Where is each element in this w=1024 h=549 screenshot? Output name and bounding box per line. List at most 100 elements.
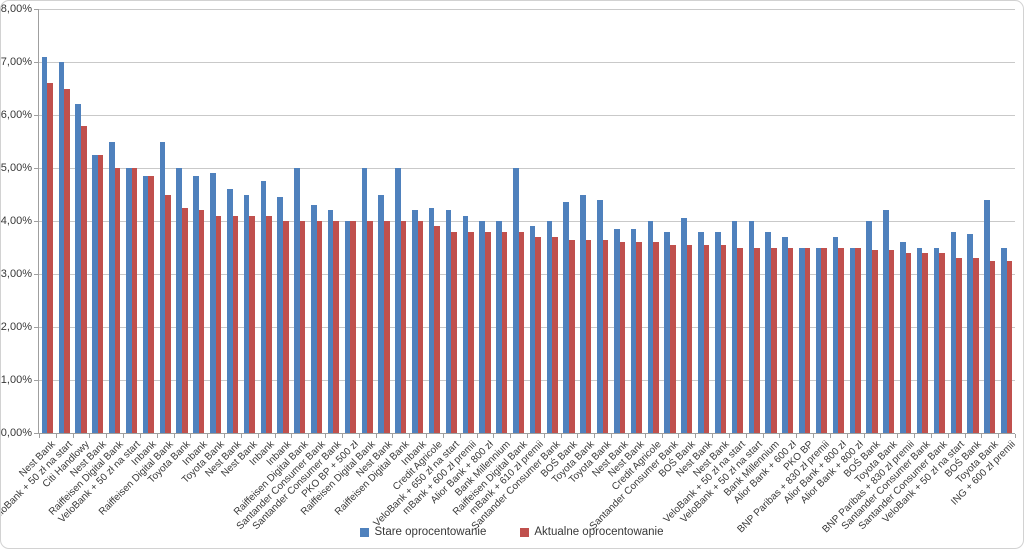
gridline (39, 168, 1015, 169)
x-axis-tick (712, 434, 714, 438)
gridline (39, 380, 1015, 381)
bar-stare (378, 194, 384, 433)
bar-stare (395, 168, 401, 433)
x-axis-tick (846, 434, 848, 438)
bar-aktualne (905, 252, 912, 433)
bar-aktualne (367, 221, 373, 433)
x-axis-tick (510, 434, 512, 438)
bar-aktualne (787, 247, 794, 433)
plot-area (34, 9, 1016, 438)
bar-stare (866, 221, 872, 433)
bar-stare (176, 168, 183, 433)
bar-stare (664, 231, 671, 433)
legend-label-stare: Stare oprocentowanie (374, 526, 487, 538)
x-axis-tick (981, 434, 983, 438)
bar-stare (361, 168, 368, 433)
bar-aktualne (602, 239, 609, 433)
bar-aktualne (266, 215, 272, 433)
x-axis-tick (89, 434, 91, 438)
x-axis-tick (796, 434, 798, 438)
bar-aktualne (956, 258, 962, 433)
bar-aktualne (939, 252, 945, 433)
bar-aktualne (97, 154, 104, 433)
bar-stare (109, 141, 115, 433)
bar-stare (546, 221, 553, 433)
bar-stare (950, 231, 957, 433)
bar-aktualne (249, 215, 255, 433)
y-axis-tick (34, 380, 38, 381)
y-axis-tick (34, 433, 38, 434)
bar-aktualne (703, 244, 710, 433)
bar-stare (277, 197, 283, 433)
bar-aktualne (518, 231, 525, 433)
bar-aktualne (821, 247, 828, 433)
bar-stare (883, 210, 889, 433)
bar-aktualne (569, 239, 575, 433)
bar-stare (714, 231, 721, 433)
bar-stare (479, 221, 485, 433)
gridline (39, 274, 1015, 275)
bar-stare (512, 168, 519, 433)
x-axis-tick (55, 434, 57, 438)
x-axis-tick (257, 434, 259, 438)
bar-stare (294, 168, 300, 433)
x-axis-tick (813, 434, 815, 438)
x-axis-tick (459, 434, 461, 438)
gridline (39, 115, 1015, 116)
legend: Stare oprocentowanie Aktualne oprocentow… (1, 526, 1023, 538)
bar-aktualne (922, 252, 929, 433)
bar-aktualne (686, 244, 693, 433)
bar-aktualne (232, 215, 239, 433)
bar-aktualne (670, 244, 676, 433)
x-axis-tick (476, 434, 478, 438)
x-axis-tick (594, 434, 596, 438)
legend-label-aktualne: Aktualne oprocentowanie (534, 526, 664, 538)
x-axis-tick (39, 434, 40, 438)
legend-swatch-stare-icon (360, 527, 370, 537)
bar-stare (984, 199, 990, 433)
x-axis-tick (947, 434, 949, 438)
bar-stare (41, 56, 48, 433)
bar-aktualne (333, 221, 340, 433)
x-axis-tick (1015, 434, 1016, 438)
bar-stare (563, 202, 570, 433)
x-axis-tick (543, 434, 545, 438)
bar-stare (428, 207, 435, 433)
x-axis-tick (442, 434, 444, 438)
x-axis-tick (964, 434, 966, 438)
bar-aktualne (283, 221, 289, 433)
bar-aktualne (47, 83, 53, 433)
bar-stare (1000, 247, 1007, 433)
y-axis-tick (34, 327, 38, 328)
x-axis-tick (527, 434, 528, 438)
x-axis-tick (392, 434, 394, 438)
bar-aktualne (64, 88, 70, 433)
x-axis-tick (627, 434, 629, 438)
bar-stare (529, 226, 536, 433)
bar-stare (597, 199, 603, 433)
bar-aktualne (165, 194, 171, 433)
bar-aktualne (131, 168, 138, 433)
x-axis-tick (577, 434, 579, 438)
x-axis-tick (409, 434, 411, 438)
bar-aktualne (888, 250, 895, 433)
bar-aktualne (148, 175, 154, 433)
x-axis-tick (560, 434, 562, 438)
x-axis-tick (779, 434, 781, 438)
bar-aktualne (838, 247, 844, 433)
y-axis-label: 6,00% (0, 109, 32, 121)
x-axis-tick (123, 434, 125, 438)
x-axis-tick (745, 434, 747, 438)
y-axis-label: 0,00% (0, 427, 32, 439)
bar-stare (193, 175, 199, 433)
x-axis-tick (880, 434, 882, 438)
bar-stare (748, 221, 755, 433)
y-axis-label: 1,00% (0, 374, 32, 386)
bar-stare (58, 62, 65, 433)
x-axis-tick (914, 434, 916, 438)
x-axis-tick (611, 434, 613, 438)
x-axis-tick (72, 434, 74, 438)
legend-item-stare: Stare oprocentowanie (360, 526, 486, 538)
x-axis-tick (930, 434, 932, 438)
